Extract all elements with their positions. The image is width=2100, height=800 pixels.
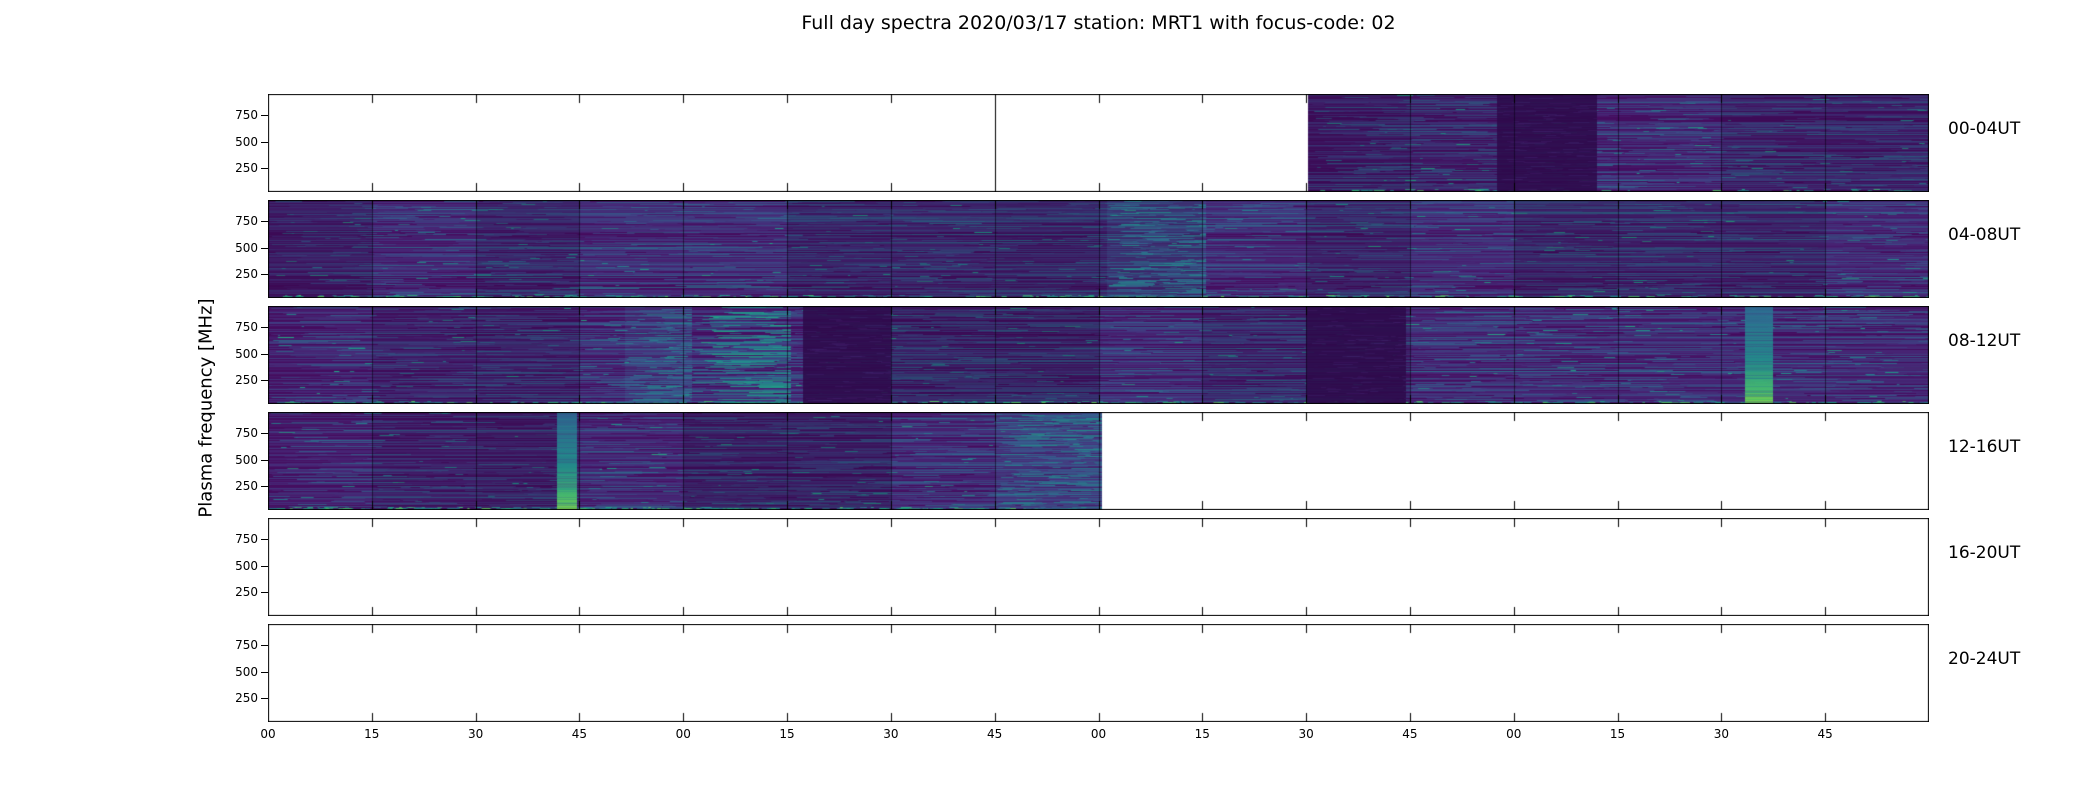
- x-tick-label: 30: [883, 727, 899, 741]
- y-tick-mark: [261, 248, 268, 249]
- y-tick-label: 750: [235, 532, 258, 546]
- y-tick-label: 250: [235, 161, 258, 175]
- row-time-label: 12-16UT: [1948, 437, 2021, 457]
- y-tick-label: 750: [235, 320, 258, 334]
- y-tick-mark: [261, 698, 268, 699]
- y-tick-mark: [261, 486, 268, 487]
- x-tick-label: 30: [1298, 727, 1314, 741]
- row-time-label: 04-08UT: [1948, 225, 2021, 245]
- y-tick-mark: [261, 221, 268, 222]
- y-tick-mark: [261, 168, 268, 169]
- x-tick-label: 45: [1402, 727, 1418, 741]
- x-tick-label: 00: [260, 727, 276, 741]
- y-tick-label: 500: [235, 559, 258, 573]
- y-tick-label: 250: [235, 373, 258, 387]
- spectrogram-canvas: [268, 306, 1929, 404]
- spectrogram-canvas: [268, 624, 1929, 722]
- y-tick-mark: [261, 274, 268, 275]
- y-tick-mark: [261, 645, 268, 646]
- y-tick-label: 250: [235, 479, 258, 493]
- y-tick-label: 750: [235, 426, 258, 440]
- spectrogram-row-04-08ut: 04-08UT 750 500 250: [0, 200, 2100, 298]
- y-tick-mark: [261, 327, 268, 328]
- x-tick-label: 15: [779, 727, 795, 741]
- row-time-label: 20-24UT: [1948, 649, 2021, 669]
- y-tick-mark: [261, 142, 268, 143]
- y-tick-mark: [261, 672, 268, 673]
- x-tick-label: 15: [1609, 727, 1626, 741]
- y-tick-label: 500: [235, 347, 258, 361]
- y-tick-mark: [261, 566, 268, 567]
- y-tick-label: 500: [235, 453, 258, 467]
- spectrogram-row-20-24ut: 20-24UT 750 500 250: [0, 624, 2100, 722]
- y-tick-label: 500: [235, 241, 258, 255]
- x-axis: 00 15 30 45 00 15 30 45 00 15 30 45 00 15 30 45: [0, 727, 2100, 751]
- x-tick-label: 00: [1090, 727, 1107, 741]
- y-tick-mark: [261, 354, 268, 355]
- y-tick-label: 250: [235, 267, 258, 281]
- spectrogram-row-16-20ut: 16-20UT 750 500 250: [0, 518, 2100, 616]
- x-tick-label: 45: [987, 727, 1003, 741]
- spectrogram-row-12-16ut: 12-16UT 750 500 250: [0, 412, 2100, 510]
- y-tick-label: 750: [235, 638, 258, 652]
- y-tick-label: 750: [235, 108, 258, 122]
- y-tick-mark: [261, 539, 268, 540]
- chart-title: Full day spectra 2020/03/17 station: MRT…: [801, 12, 1396, 34]
- y-tick-mark: [261, 592, 268, 593]
- x-tick-label: 00: [675, 727, 691, 741]
- y-tick-mark: [261, 460, 268, 461]
- spectrogram-row-00-04ut: 00-04UT 750 500 250: [0, 94, 2100, 192]
- x-tick-label: 00: [1506, 727, 1522, 741]
- spectrogram-canvas: [268, 94, 1929, 192]
- x-tick-label: 15: [364, 727, 380, 741]
- row-time-label: 08-12UT: [1948, 331, 2021, 351]
- x-tick-label: 45: [571, 727, 588, 741]
- x-tick-label: 30: [1713, 727, 1730, 741]
- spectrogram-canvas: [268, 200, 1929, 298]
- y-tick-label: 250: [235, 585, 258, 599]
- y-tick-mark: [261, 433, 268, 434]
- y-tick-mark: [261, 380, 268, 381]
- row-time-label: 00-04UT: [1948, 119, 2021, 139]
- y-tick-label: 500: [235, 665, 258, 679]
- y-tick-label: 750: [235, 214, 258, 228]
- spectrogram-canvas: [268, 412, 1929, 510]
- x-tick-label: 45: [1817, 727, 1833, 741]
- y-tick-label: 500: [235, 135, 258, 149]
- x-tick-label: 15: [1194, 727, 1210, 741]
- y-tick-mark: [261, 115, 268, 116]
- row-time-label: 16-20UT: [1948, 543, 2021, 563]
- y-tick-label: 250: [235, 691, 258, 705]
- spectrogram-row-08-12ut: 08-12UT 750 500 250: [0, 306, 2100, 404]
- spectrogram-canvas: [268, 518, 1929, 616]
- x-tick-label: 30: [467, 727, 484, 741]
